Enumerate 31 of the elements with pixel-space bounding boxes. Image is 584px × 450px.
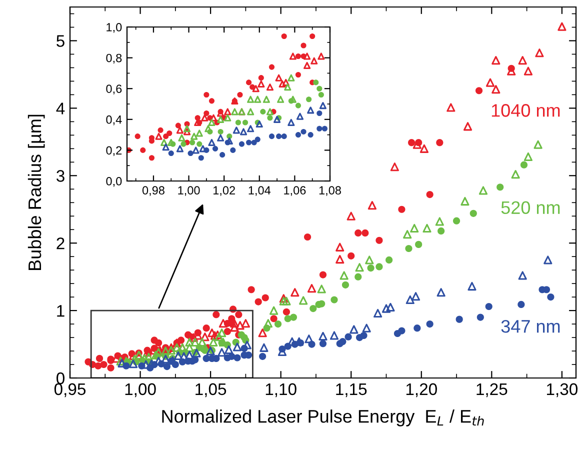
y-tick-label: 0,2	[106, 146, 122, 156]
y-tick-label: 0,6	[106, 84, 122, 94]
x-tick-label: 1,08	[319, 186, 341, 196]
x-tick-label: 1,20	[406, 383, 437, 398]
y-tick-label: 0,4	[106, 115, 122, 126]
x-tick-label: 1,15	[336, 383, 367, 398]
y-tick-label: 0,8	[106, 54, 122, 64]
y-tick-label: 2	[56, 237, 64, 250]
x-tick-label: 1,06	[284, 186, 306, 196]
series-label: 347 nm	[501, 320, 560, 333]
y-axis-title: Bubble Radius [µm]	[28, 114, 45, 270]
y-tick-label: 0	[56, 372, 64, 384]
x-tick-label: 1,00	[125, 383, 156, 398]
x-tick-label: 1,30	[547, 383, 578, 398]
x-tick-label: 1,05	[196, 383, 226, 398]
x-axis-title: Normalized Laser Pulse Energy E$_{L}$ / E$_{th}$	[162, 410, 484, 426]
y-tick-label: 0,0	[106, 177, 122, 187]
x-tick-label: 0,95	[54, 383, 86, 398]
y-tick-label: 3	[56, 170, 64, 182]
x-tick-label: 1,04	[248, 186, 271, 196]
series-label: 520 nm	[501, 201, 560, 214]
y-tick-label: 4	[56, 102, 65, 114]
y-tick-label: 1,0	[106, 23, 122, 33]
x-tick-label: 1,00	[178, 186, 200, 196]
x-tick-label: 1,10	[266, 383, 296, 398]
x-tick-label: 0,98	[142, 186, 164, 196]
y-tick-label: 1	[57, 305, 64, 317]
x-tick-label: 1,25	[476, 383, 508, 398]
x-tick-label: 1,02	[214, 186, 235, 196]
y-tick-label: 5	[56, 35, 64, 47]
series-label: 1040 nm	[492, 104, 560, 117]
